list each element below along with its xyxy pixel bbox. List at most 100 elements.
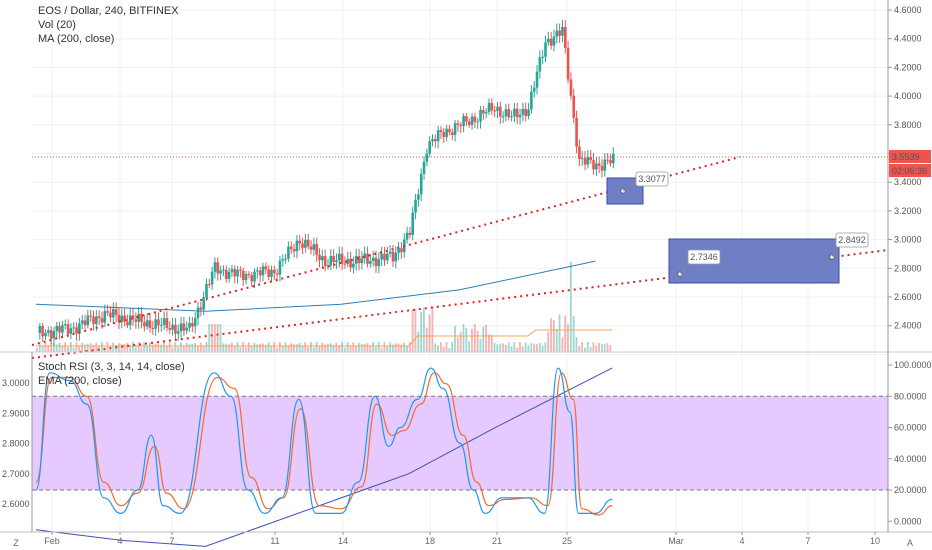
candle-body: [273, 269, 276, 274]
candle-body: [247, 274, 251, 276]
ema-indicator-label[interactable]: EMA (200, close): [38, 375, 122, 387]
volume-bar: [519, 342, 521, 352]
volume-bar: [126, 342, 129, 352]
candle-body: [363, 253, 366, 259]
volume-bar: [64, 342, 67, 352]
volume-bar: [555, 328, 558, 352]
candle-body: [165, 318, 169, 329]
price-tick-label: 3.2000: [894, 206, 922, 216]
candle-body: [544, 42, 547, 57]
volume-bar: [550, 318, 552, 352]
candle-body: [78, 323, 81, 334]
volume-bar: [281, 346, 284, 352]
candle-body: [244, 274, 248, 281]
candle-body: [380, 253, 383, 260]
zoom-toggle: [12, 537, 22, 548]
volume-indicator-label[interactable]: Vol (20): [38, 19, 76, 31]
ema200-line: [35, 367, 613, 547]
stoch-rsi-label[interactable]: Stoch RSI (3, 3, 14, 14, close): [38, 361, 185, 373]
volume-bar: [411, 309, 414, 352]
candle-body: [145, 320, 149, 327]
candle-body: [205, 284, 208, 298]
candle-body: [210, 271, 214, 285]
stoch-tick-label: 100.0000: [894, 360, 932, 370]
candle-body: [425, 153, 429, 162]
price-tick-label: 4.6000: [894, 5, 922, 15]
stoch-d-line: [35, 372, 613, 516]
candle-body: [586, 156, 590, 165]
ma-indicator-label[interactable]: MA (200, close): [38, 33, 115, 45]
volume-bar: [383, 342, 386, 352]
volume-bar: [606, 343, 609, 352]
candle-body: [49, 330, 53, 339]
volume-bar: [400, 344, 403, 352]
volume-bar: [369, 345, 372, 352]
volume-bar: [420, 311, 422, 352]
volume-bar: [564, 315, 567, 352]
candle-body: [422, 161, 426, 174]
stoch-tick-label: 60.0000: [894, 423, 927, 433]
volume-bar: [69, 342, 72, 352]
volume-bar: [191, 343, 194, 352]
volume-bar: [106, 342, 109, 352]
trendline-steep: [31, 156, 741, 346]
candle-body: [589, 156, 592, 161]
candle-body: [411, 212, 415, 235]
volume-bar: [434, 343, 437, 352]
candle-body: [95, 316, 98, 325]
countdown-text: 02:06:36: [892, 166, 927, 176]
symbol-title[interactable]: EOS / Dollar, 240, BITFINEX: [38, 5, 179, 17]
countdown-badge: [889, 164, 931, 177]
volume-bar: [575, 337, 578, 352]
candle-body: [535, 71, 539, 88]
candle-body: [267, 269, 270, 277]
volume-bar: [278, 342, 281, 352]
volume-bar: [137, 342, 140, 352]
candle-body: [315, 244, 318, 255]
candle-body: [47, 330, 50, 333]
volume-bar: [52, 343, 55, 352]
candle-body: [318, 254, 321, 261]
candle-body: [337, 253, 341, 261]
candle-body: [148, 320, 152, 329]
candle-body: [431, 139, 434, 142]
volume-bar: [451, 342, 454, 352]
candle-body: [270, 269, 273, 277]
volume-bar: [180, 342, 182, 352]
candle-body: [391, 251, 395, 262]
candle-body: [83, 320, 87, 326]
volume-bar: [86, 343, 89, 352]
candle-body: [349, 258, 352, 268]
volume-bar: [465, 328, 468, 352]
candle-body: [89, 315, 92, 317]
candle-body: [160, 324, 163, 326]
candle-body: [111, 309, 115, 318]
candle-body: [504, 109, 508, 117]
candle-body: [275, 273, 279, 275]
candle-body: [191, 322, 194, 327]
candle-body: [569, 79, 573, 96]
candle-body: [563, 27, 567, 48]
volume-bar: [157, 343, 160, 352]
volume-bar: [267, 342, 270, 352]
volume-bar: [592, 342, 595, 352]
volume-bar: [544, 342, 547, 352]
volume-bar: [391, 344, 394, 352]
volume-bar: [225, 343, 228, 352]
candle-body: [233, 269, 237, 277]
candle-body: [405, 232, 409, 240]
candle-body: [479, 109, 482, 122]
candle-body: [298, 240, 302, 244]
volume-bar: [89, 343, 92, 352]
volume-bar: [428, 314, 431, 352]
volume-bar: [442, 346, 445, 352]
candle-body: [575, 117, 578, 147]
volume-bar: [558, 314, 561, 352]
volume-bar: [222, 343, 225, 352]
volume-bar: [609, 345, 612, 352]
candle-body: [193, 318, 197, 327]
volume-bar: [476, 330, 479, 352]
volume-bar: [100, 342, 103, 352]
candle-body: [400, 248, 403, 253]
